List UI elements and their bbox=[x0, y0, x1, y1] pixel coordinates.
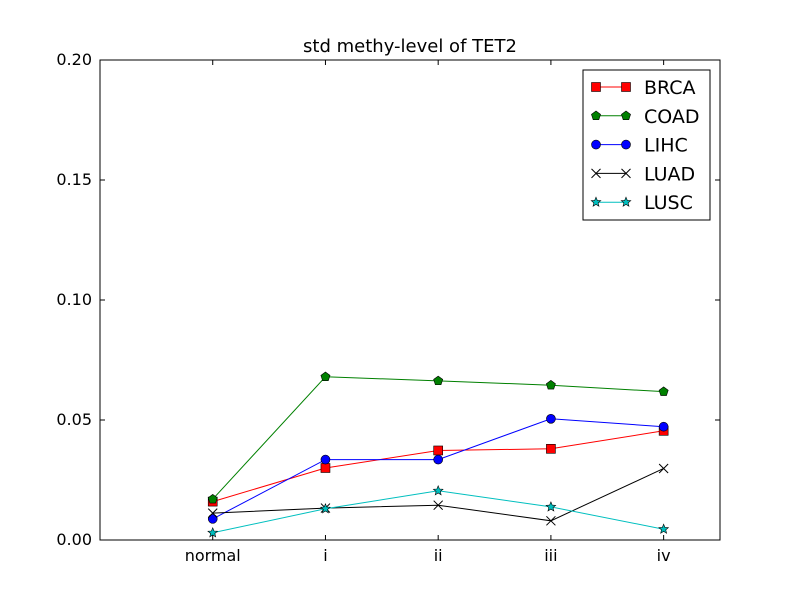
x-axis: normal i ii iii iv bbox=[185, 60, 671, 565]
legend-marker-coad bbox=[591, 110, 601, 120]
y-tick-label: 0.10 bbox=[56, 290, 92, 309]
y-axis: 0.00 0.05 0.10 0.15 0.20 bbox=[56, 50, 720, 549]
legend-marker-coad bbox=[621, 110, 631, 120]
series-line-luad bbox=[212, 468, 664, 522]
series-brca bbox=[207, 425, 669, 507]
legend-marker-lihc bbox=[621, 139, 631, 150]
data-point-coad bbox=[545, 380, 556, 390]
data-point-lusc bbox=[319, 502, 331, 514]
data-point-coad bbox=[433, 375, 444, 386]
data-point-brca bbox=[433, 445, 443, 456]
chart-title: std methy-level of TET2 bbox=[303, 36, 517, 57]
x-tick-label: iii bbox=[544, 546, 557, 565]
legend-marker-luad bbox=[621, 168, 631, 179]
data-point-lihc bbox=[658, 421, 669, 432]
x-tick-label: i bbox=[323, 546, 327, 565]
legend-label-coad: COAD bbox=[644, 106, 700, 128]
legend: BRCA COAD LIHC LUAD LUSC bbox=[582, 69, 711, 221]
data-point-lihc bbox=[207, 514, 218, 524]
legend-label-lusc: LUSC bbox=[644, 192, 693, 214]
legend-marker-lusc bbox=[590, 196, 602, 207]
legend-marker-luad bbox=[591, 168, 601, 179]
data-point-luad bbox=[546, 515, 556, 526]
data-point-brca bbox=[320, 463, 331, 473]
x-tick-label: iv bbox=[657, 546, 671, 565]
y-tick-label: 0.20 bbox=[56, 50, 92, 69]
data-point-luad bbox=[207, 508, 218, 518]
y-tick-label: 0.00 bbox=[56, 530, 92, 549]
legend-marker-lihc bbox=[591, 139, 601, 150]
legend-label-lihc: LIHC bbox=[644, 135, 688, 157]
data-point-lusc bbox=[545, 501, 557, 512]
data-point-coad bbox=[658, 386, 669, 396]
series-lusc bbox=[207, 484, 670, 538]
y-tick-label: 0.05 bbox=[56, 410, 92, 429]
data-point-brca bbox=[546, 443, 556, 454]
legend-marker-lusc bbox=[620, 196, 632, 207]
data-point-lusc bbox=[432, 484, 444, 496]
series-line-coad bbox=[212, 376, 664, 500]
y-tick-label: 0.15 bbox=[56, 170, 92, 189]
series-line-lusc bbox=[212, 490, 664, 534]
data-point-lihc bbox=[546, 413, 556, 424]
data-point-lihc bbox=[320, 454, 331, 465]
data-point-lihc bbox=[433, 454, 443, 465]
data-point-coad bbox=[207, 494, 218, 504]
legend-marker-brca bbox=[621, 82, 631, 92]
plot-area bbox=[207, 371, 670, 538]
x-tick-label: ii bbox=[434, 546, 443, 565]
data-point-luad bbox=[658, 463, 669, 474]
data-point-luad bbox=[433, 500, 444, 511]
series-coad bbox=[207, 371, 669, 504]
series-lihc bbox=[207, 413, 669, 524]
data-point-coad bbox=[320, 371, 331, 381]
legend-label-brca: BRCA bbox=[644, 77, 696, 99]
legend-label-luad: LUAD bbox=[644, 163, 695, 185]
data-point-lusc bbox=[658, 523, 670, 534]
legend-marker-brca bbox=[591, 82, 601, 92]
x-tick-label: normal bbox=[185, 546, 241, 565]
series-line-lihc bbox=[212, 418, 664, 520]
